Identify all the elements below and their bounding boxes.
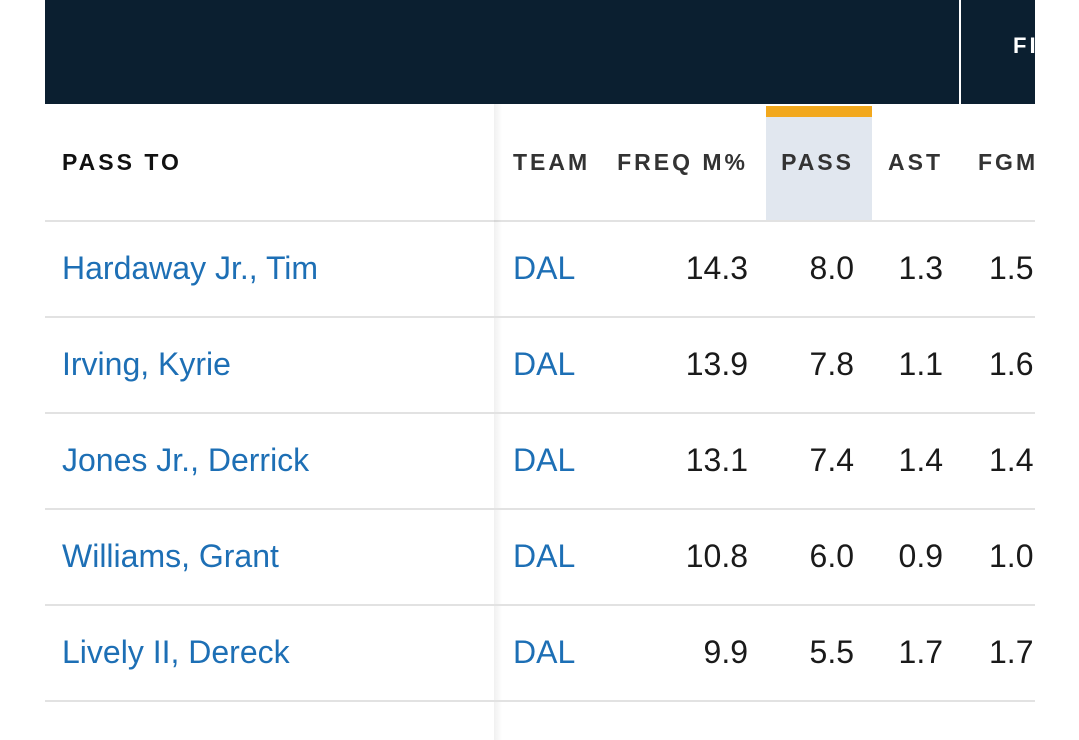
group-divider	[959, 0, 961, 104]
column-header[interactable]: AST	[888, 149, 943, 175]
team-link[interactable]: DAL	[513, 250, 576, 286]
sorted-column-highlight	[766, 117, 872, 220]
header-border	[45, 220, 1035, 222]
stat-value: 14.3	[685, 250, 748, 286]
stat-value: 1.3	[898, 250, 943, 286]
stat-value: 6.0	[809, 538, 854, 574]
stat-value: 0.9	[898, 538, 943, 574]
stat-value: 8.0	[809, 250, 854, 286]
stat-value: 1.7	[989, 634, 1034, 670]
frozen-column-shadow	[494, 104, 502, 740]
player-link[interactable]: Williams, Grant	[62, 538, 279, 574]
row-border	[45, 700, 1035, 702]
column-header: PASS TO	[62, 149, 182, 175]
stat-value: 1.0	[989, 538, 1034, 574]
stat-value: 10.8	[685, 538, 748, 574]
stats-table: FI PASS TO TEAM FREQ M% PASS AST FGM Hardaway …	[45, 0, 1035, 740]
stat-value: 1.4	[898, 442, 943, 478]
player-link[interactable]: Hardaway Jr., Tim	[62, 250, 319, 286]
stat-value: 7.8	[809, 346, 854, 382]
stat-value: 1.6	[989, 346, 1034, 382]
row-border	[45, 508, 1035, 510]
column-header[interactable]: TEAM	[513, 149, 591, 175]
stat-value: 1.7	[898, 634, 943, 670]
player-link[interactable]: Jones Jr., Derrick	[62, 442, 310, 478]
team-link[interactable]: DAL	[513, 442, 576, 478]
stat-value: 7.4	[809, 442, 854, 478]
row-border	[45, 412, 1035, 414]
column-header[interactable]: FREQ M%	[617, 149, 748, 175]
sort-indicator	[766, 106, 872, 117]
row-border	[45, 316, 1035, 318]
team-link[interactable]: DAL	[513, 634, 576, 670]
stat-value: 13.9	[685, 346, 748, 382]
stat-value: 1.5	[989, 250, 1034, 286]
stat-value: 5.5	[809, 634, 854, 670]
column-header[interactable]: FGM	[978, 149, 1035, 175]
team-link[interactable]: DAL	[513, 538, 576, 574]
header-band	[45, 0, 1035, 104]
team-link[interactable]: DAL	[513, 346, 576, 382]
stat-value: 13.1	[685, 442, 748, 478]
stat-value: 1.1	[898, 346, 943, 382]
player-link[interactable]: Lively II, Dereck	[62, 634, 290, 670]
column-header[interactable]: PASS	[781, 149, 854, 175]
stat-value: 1.4	[989, 442, 1034, 478]
row-border	[45, 604, 1035, 606]
stat-value: 9.9	[703, 634, 748, 670]
player-link[interactable]: Irving, Kyrie	[62, 346, 231, 382]
group-label: FI	[1013, 33, 1035, 58]
